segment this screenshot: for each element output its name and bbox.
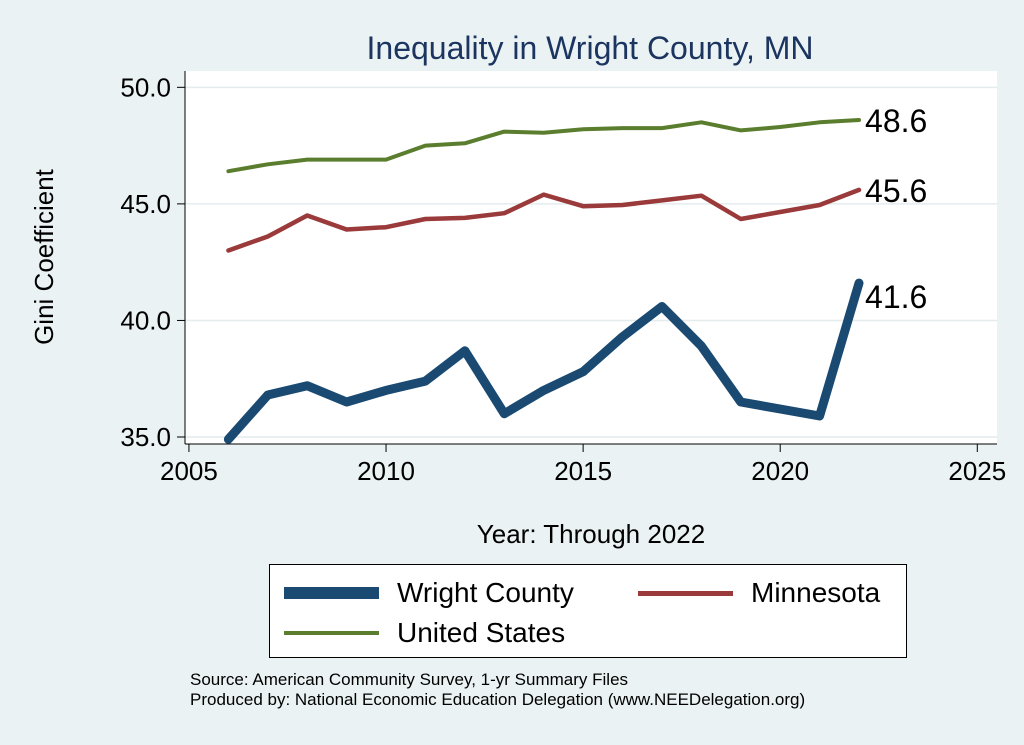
series-line-wright-county xyxy=(223,278,864,444)
producer-note: Produced by: National Economic Education… xyxy=(190,690,806,709)
x-tick-label: 2005 xyxy=(160,456,218,486)
legend-item-minnesota: Minnesota xyxy=(638,577,880,609)
end-labels: 48.6 45.6 41.6 xyxy=(865,103,927,315)
y-tick-label: 45.0 xyxy=(120,189,171,219)
x-tick-label: 2020 xyxy=(751,456,809,486)
x-tick-label: 2015 xyxy=(554,456,612,486)
y-tick-label: 40.0 xyxy=(120,305,171,335)
source-notes: Source: American Community Survey, 1-yr … xyxy=(190,670,805,710)
legend-item-wright-county: Wright County xyxy=(284,577,574,609)
legend-swatch-united-states xyxy=(284,631,379,635)
x-axis-title: Year: Through 2022 xyxy=(477,519,705,549)
legend-item-united-states: United States xyxy=(284,617,565,649)
end-label-wright-county: 41.6 xyxy=(865,279,927,315)
y-ticks: 35.0 40.0 45.0 50.0 xyxy=(120,72,185,452)
y-tick-label: 35.0 xyxy=(120,422,171,452)
y-tick-label: 50.0 xyxy=(120,72,171,102)
y-axis-title: Gini Coefficient xyxy=(29,168,59,345)
legend-label-united-states: United States xyxy=(397,617,566,648)
end-label-minnesota: 45.6 xyxy=(865,173,927,209)
legend-label-minnesota: Minnesota xyxy=(751,577,881,608)
legend: Wright County Minnesota United States xyxy=(269,564,907,658)
source-note: Source: American Community Survey, 1-yr … xyxy=(190,670,629,689)
x-ticks: 2005 2010 2015 2020 2025 xyxy=(160,444,1006,486)
legend-swatch-minnesota xyxy=(638,590,733,596)
chart-title: Inequality in Wright County, MN xyxy=(367,30,814,66)
x-tick-label: 2010 xyxy=(357,456,415,486)
series-lines xyxy=(223,118,864,444)
series-line-united-states xyxy=(226,118,861,174)
plot-area xyxy=(185,71,997,444)
x-tick-label: 2025 xyxy=(948,456,1006,486)
series-line-minnesota xyxy=(226,187,862,253)
legend-swatch-wright-county xyxy=(284,587,379,599)
legend-label-wright-county: Wright County xyxy=(397,577,574,608)
end-label-united-states: 48.6 xyxy=(865,103,927,139)
